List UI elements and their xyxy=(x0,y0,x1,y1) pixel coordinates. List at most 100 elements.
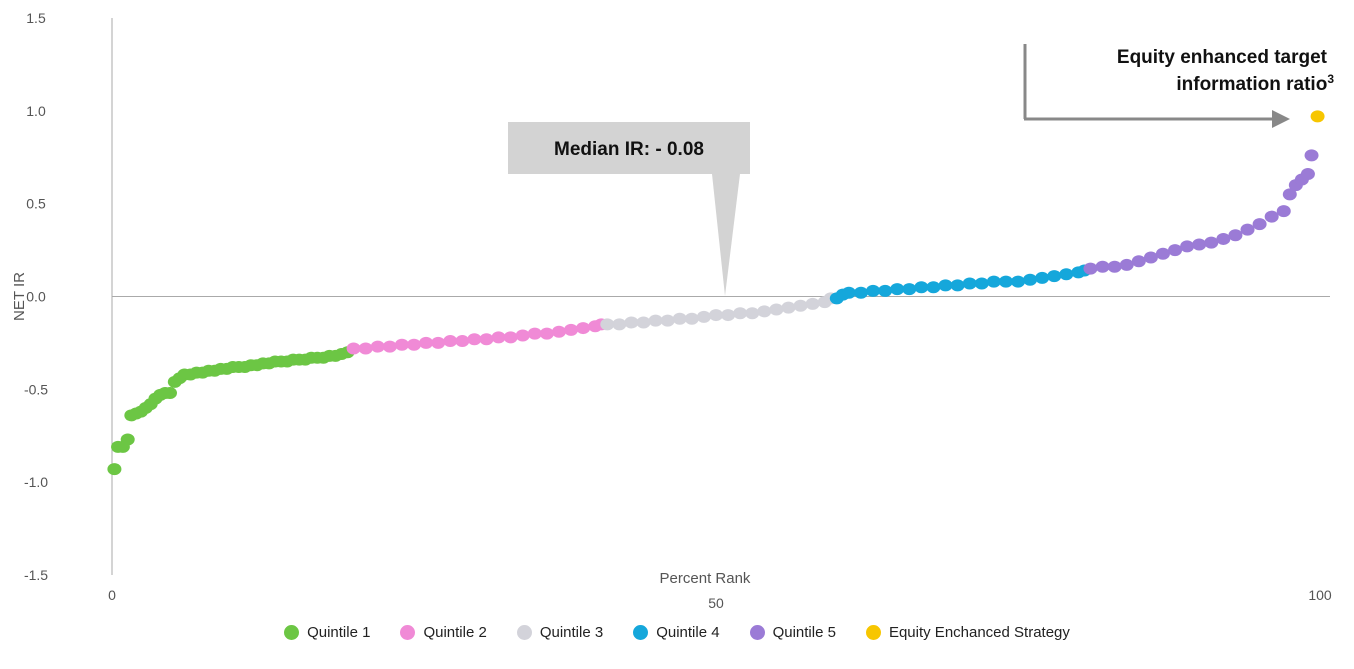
data-point xyxy=(1155,247,1170,260)
legend-label: Quintile 4 xyxy=(656,624,720,641)
y-tick-label: 1.0 xyxy=(26,103,46,119)
y-tick-label: -1.0 xyxy=(24,474,48,490)
data-point xyxy=(564,323,579,336)
legend-swatch xyxy=(749,625,765,640)
data-point xyxy=(1023,273,1038,286)
data-point xyxy=(853,286,868,299)
data-point xyxy=(672,312,687,325)
legend-label: Quintile 1 xyxy=(307,624,371,641)
data-point xyxy=(455,335,470,348)
data-point xyxy=(431,336,446,349)
legend-item: Quintile 2 xyxy=(400,624,487,641)
data-point xyxy=(986,275,1001,288)
legend-swatch xyxy=(516,625,532,640)
legend-label: Quintile 5 xyxy=(772,624,836,641)
legend-item: Quintile 4 xyxy=(633,624,720,641)
data-point xyxy=(107,463,122,476)
data-point xyxy=(781,301,796,314)
data-point xyxy=(950,279,965,292)
chart: 1.5 1.0 0.5 0.0 -0.5 -1.0 -1.5 0 50 100 Percent Ra… xyxy=(11,10,1334,611)
data-point xyxy=(491,331,506,344)
data-point xyxy=(539,327,554,340)
data-point xyxy=(1276,205,1291,218)
annotations: Median IR: - 0.08 Equity enhanced target… xyxy=(508,44,1334,296)
legend-swatch xyxy=(633,625,649,640)
legend: Quintile 1 Quintile 2 Quintile 3 Quintile 4… xyxy=(0,624,1354,641)
data-point xyxy=(1310,110,1325,123)
data-point xyxy=(805,297,820,310)
y-tick-label: 0.5 xyxy=(26,196,46,212)
legend-label: Quintile 2 xyxy=(423,624,487,641)
legend-item: Quintile 3 xyxy=(516,624,603,641)
data-point xyxy=(684,312,699,325)
median-callout-box xyxy=(508,122,750,296)
data-point xyxy=(1083,262,1098,275)
data-point xyxy=(696,310,711,323)
target-callout-line2-text: information ratio xyxy=(1176,74,1327,95)
data-point xyxy=(902,283,917,296)
data-point xyxy=(890,283,905,296)
data-point xyxy=(1011,275,1025,288)
data-point xyxy=(793,299,808,312)
data-point xyxy=(974,277,989,290)
y-tick-label: 0.0 xyxy=(26,289,46,305)
data-point xyxy=(1180,240,1195,253)
legend-item: Quintile 5 xyxy=(749,624,836,641)
legend-swatch xyxy=(400,625,416,640)
data-point xyxy=(527,327,542,340)
median-callout-label: Median IR: - 0.08 xyxy=(554,139,704,160)
data-point xyxy=(636,316,651,329)
data-point xyxy=(612,318,627,331)
data-point xyxy=(769,303,784,316)
data-point xyxy=(600,318,615,331)
legend-swatch xyxy=(284,625,300,640)
data-point xyxy=(358,342,373,355)
data-point xyxy=(1204,236,1219,249)
data-point xyxy=(370,340,385,353)
data-point xyxy=(1228,229,1243,242)
data-point xyxy=(120,433,135,446)
data-point xyxy=(1131,255,1146,268)
data-point xyxy=(648,314,663,327)
series-equity-enchanced-strategy xyxy=(1310,110,1325,123)
data-point xyxy=(998,275,1013,288)
data-point xyxy=(624,316,639,329)
data-point xyxy=(407,338,421,351)
data-point xyxy=(1304,149,1319,162)
data-point xyxy=(1192,238,1207,251)
data-point xyxy=(576,322,591,335)
data-point xyxy=(841,286,856,299)
series-quintile-5 xyxy=(1083,149,1319,275)
data-point xyxy=(914,281,929,294)
y-tick-label: -0.5 xyxy=(24,381,48,397)
data-point xyxy=(866,284,881,297)
target-callout-superscript: 3 xyxy=(1327,72,1334,86)
data-point xyxy=(1107,260,1122,273)
data-point xyxy=(551,325,566,338)
data-point xyxy=(162,387,177,400)
y-tick-label: -1.5 xyxy=(24,567,48,583)
data-point xyxy=(721,309,736,322)
legend-item: Equity Enchanced Strategy xyxy=(865,624,1070,641)
series-quintile-3 xyxy=(600,292,838,331)
legend-label: Equity Enchanced Strategy xyxy=(888,624,1070,641)
data-point xyxy=(1095,260,1110,273)
y-axis-title: NET IR xyxy=(11,272,28,321)
data-point xyxy=(1035,271,1050,284)
data-point xyxy=(938,279,953,292)
data-point xyxy=(515,329,530,342)
legend-item: Quintile 1 xyxy=(284,624,370,641)
data-points xyxy=(107,110,1325,476)
data-point xyxy=(1143,251,1158,264)
target-arrow-head xyxy=(1272,110,1290,128)
data-point xyxy=(878,284,893,297)
data-point xyxy=(419,336,434,349)
target-callout-line1: Equity enhanced target xyxy=(1117,47,1328,68)
axes: 1.5 1.0 0.5 0.0 -0.5 -1.0 -1.5 0 50 100 Percent Ra… xyxy=(11,10,1332,611)
data-point xyxy=(503,331,518,344)
data-point xyxy=(926,281,941,294)
y-tick-label: 1.5 xyxy=(26,10,46,26)
data-point xyxy=(394,338,409,351)
x-tick-label: 100 xyxy=(1308,587,1332,603)
target-callout-line2: information ratio3 xyxy=(1176,72,1334,95)
